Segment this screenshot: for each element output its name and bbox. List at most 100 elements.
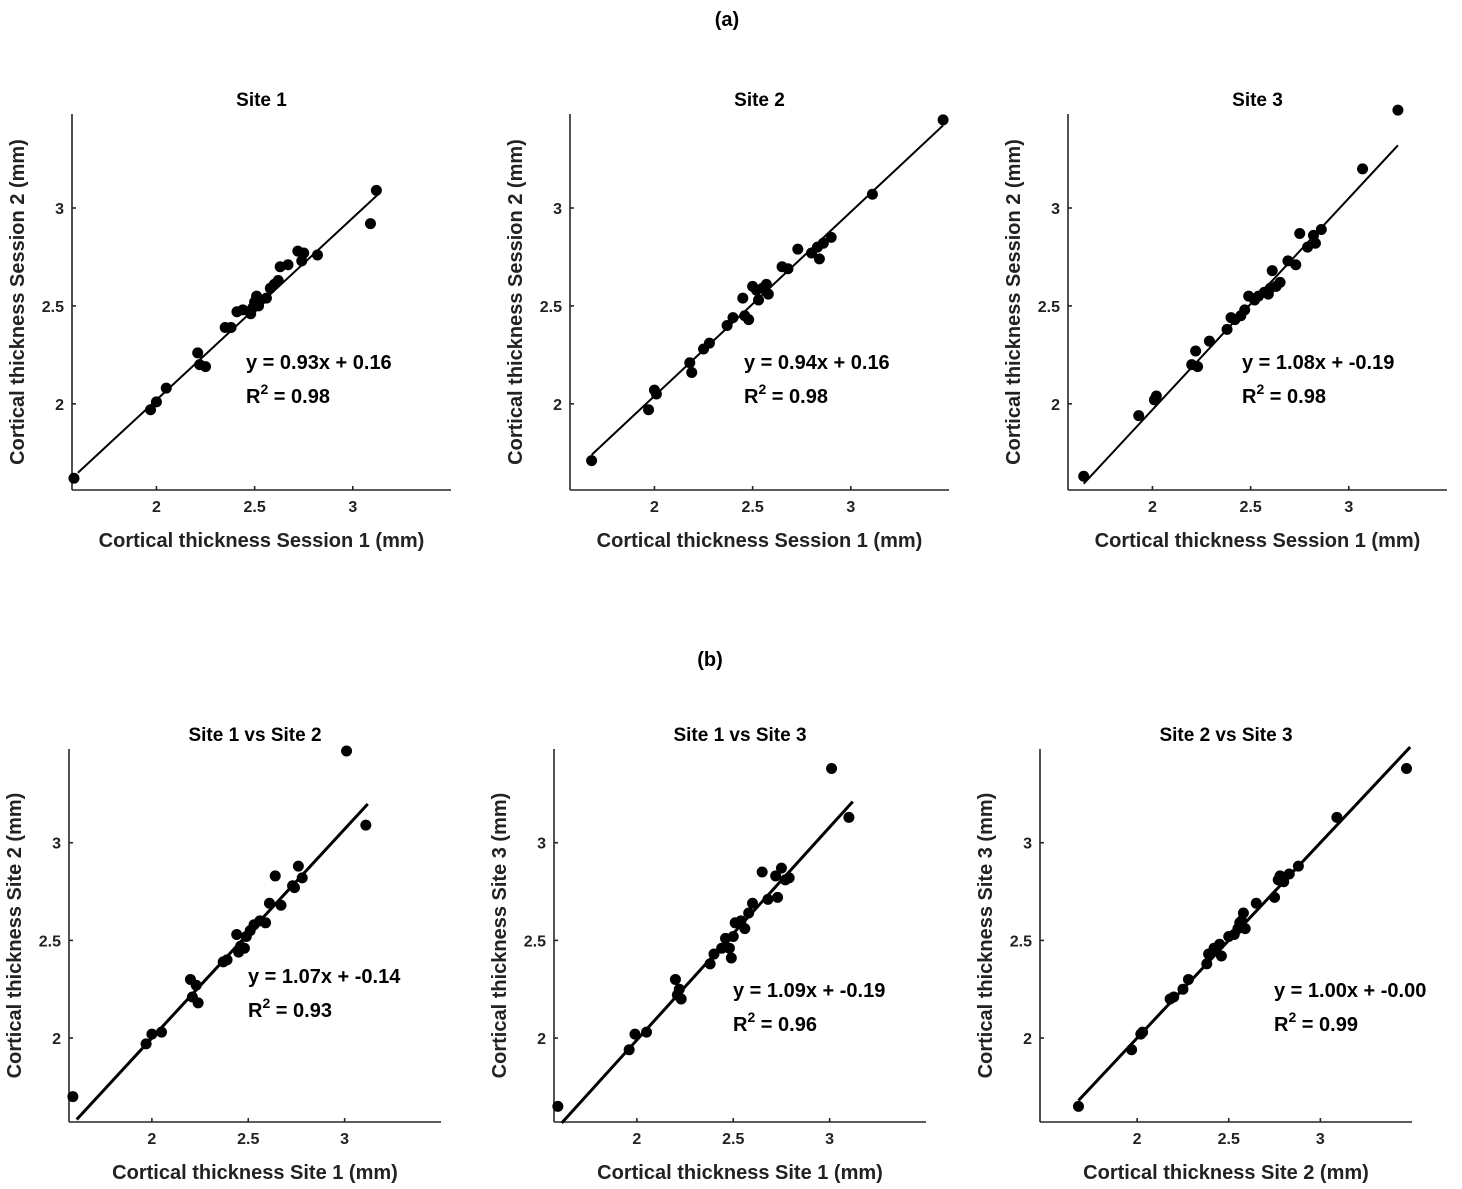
data-point (298, 247, 310, 259)
data-point (753, 294, 765, 306)
data-point (737, 292, 749, 304)
y-tick-label: 2.5 (39, 933, 61, 950)
x-tick-label: 2 (152, 499, 161, 516)
r-squared: R2 = 0.99 (1274, 1009, 1358, 1036)
y-tick-label: 2 (1023, 1031, 1032, 1048)
r-squared-value: = 0.98 (766, 386, 828, 408)
data-point (1190, 345, 1202, 357)
plot-title: Site 1 vs Site 3 (673, 725, 806, 746)
scatter-plot-5: Site 1 vs Site 3 2 2.5 3 2 2.5 3 Cortical thick… (489, 725, 926, 1184)
r-squared-superscript: 2 (1288, 1009, 1296, 1025)
r-squared-value: = 0.93 (270, 1000, 332, 1022)
data-point (703, 337, 715, 349)
plot-title: Site 1 vs Site 2 (188, 725, 321, 746)
data-point (341, 745, 353, 757)
x-axis-label: Cortical thickness Session 1 (mm) (99, 530, 425, 552)
plot-title: Site 2 vs Site 3 (1159, 725, 1292, 746)
data-point (725, 952, 737, 964)
panel-label-a: (a) (715, 9, 739, 31)
data-point (360, 819, 372, 831)
data-point (192, 997, 204, 1009)
r-squared-symbol: R (246, 386, 261, 408)
x-axis-label: Cortical thickness Site 2 (mm) (1083, 1162, 1369, 1184)
data-point (762, 288, 774, 300)
r-squared: R2 = 0.98 (1242, 381, 1326, 408)
y-tick-label: 2.5 (1038, 299, 1060, 316)
y-tick-label: 3 (1051, 201, 1060, 218)
data-point (370, 184, 382, 196)
r-squared-superscript: 2 (758, 381, 766, 397)
data-point (760, 278, 772, 290)
data-point (826, 763, 838, 775)
data-point (296, 872, 308, 884)
data-point (747, 897, 759, 909)
y-tick-label: 2.5 (1010, 933, 1032, 950)
r-squared-value: = 0.96 (755, 1014, 817, 1036)
data-point (1078, 470, 1090, 482)
data-point (272, 274, 284, 286)
data-point (68, 472, 80, 484)
data-point (192, 347, 204, 359)
r-squared-value: = 0.98 (268, 386, 330, 408)
y-tick-label: 2 (1051, 397, 1060, 414)
data-point (739, 923, 751, 935)
data-point (1315, 224, 1327, 236)
y-axis-label: Cortical thickness Site 3 (mm) (489, 793, 511, 1079)
data-point (825, 231, 837, 243)
data-point (260, 292, 272, 304)
data-point (641, 1026, 653, 1038)
x-tick-label: 2.5 (1218, 1131, 1240, 1148)
fit-equation: y = 0.93x + 0.16 (246, 352, 392, 374)
data-point (1266, 265, 1278, 277)
scatter-plot-4: Site 1 vs Site 2 2 2.5 3 2 2.5 3 Cortical thick… (4, 725, 441, 1184)
data-point (1294, 227, 1306, 239)
data-point (727, 312, 739, 324)
fit-equation: y = 1.09x + -0.19 (733, 980, 885, 1002)
data-point (756, 866, 768, 878)
fit-equation: y = 1.07x + -0.14 (248, 966, 401, 988)
x-tick-label: 3 (846, 499, 855, 516)
x-tick-label: 2.5 (1240, 499, 1262, 516)
data-point (704, 958, 716, 970)
data-point (1192, 361, 1204, 373)
data-point (1239, 923, 1251, 935)
data-point (673, 983, 685, 995)
plot-title: Site 2 (734, 90, 785, 111)
scatter-plot-2: Site 2 2 2.5 3 2 2.5 3 Cortical thickness Sessi… (505, 90, 949, 552)
r-squared-superscript: 2 (262, 995, 270, 1011)
fit-equation: y = 1.00x + -0.00 (1274, 980, 1426, 1002)
data-point (225, 321, 237, 333)
data-point (221, 954, 233, 966)
data-point (813, 253, 825, 265)
data-point (743, 907, 755, 919)
data-point (1357, 163, 1369, 175)
fit-equation: y = 0.94x + 0.16 (744, 352, 890, 374)
data-point (145, 404, 157, 416)
y-axis-label: Cortical thickness Session 2 (mm) (505, 139, 527, 465)
data-point (1290, 259, 1302, 271)
x-tick-label: 2.5 (722, 1131, 744, 1148)
y-tick-label: 2 (55, 397, 64, 414)
scatter-plot-6: Site 2 vs Site 3 2 2.5 3 2 2.5 3 Cortical thick… (975, 725, 1426, 1184)
data-point (282, 259, 294, 271)
y-tick-label: 2.5 (524, 933, 546, 950)
y-tick-label: 3 (537, 836, 546, 853)
data-point (1250, 897, 1262, 909)
y-tick-label: 3 (55, 201, 64, 218)
data-point (1392, 104, 1404, 116)
r-squared-symbol: R (744, 386, 759, 408)
data-point (1292, 860, 1304, 872)
data-point (1133, 410, 1145, 422)
r-squared-value: = 0.98 (1264, 386, 1326, 408)
x-tick-label: 2 (632, 1131, 641, 1148)
data-point (1283, 868, 1295, 880)
data-point (775, 862, 787, 874)
data-point (1137, 1026, 1149, 1038)
data-point (1309, 237, 1321, 249)
x-tick-label: 2 (1133, 1131, 1142, 1148)
y-tick-label: 3 (52, 836, 61, 853)
fit-equation: y = 1.08x + -0.19 (1242, 352, 1394, 374)
y-tick-label: 2 (553, 397, 562, 414)
